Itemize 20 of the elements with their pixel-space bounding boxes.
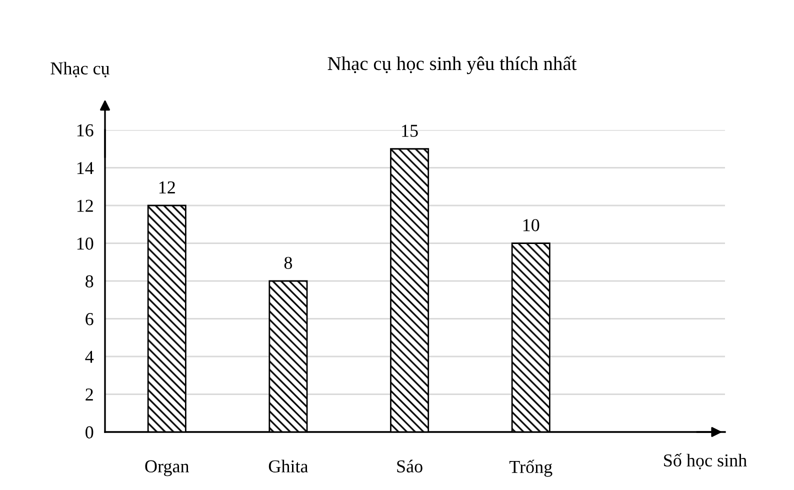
data-label: 10 — [523, 219, 540, 232]
y-tick-label: 6 — [86, 313, 94, 326]
y-tick-label: 0 — [86, 426, 94, 438]
x-tick-label: Organ — [145, 460, 190, 476]
x-tick-label: Ghita — [268, 460, 308, 472]
data-label: 12 — [159, 181, 175, 194]
y-tick-label: 10 — [77, 238, 94, 250]
y-tick-label: 14 — [77, 162, 94, 174]
y-tick-label: 16 — [77, 124, 94, 136]
y-tick-label: 8 — [86, 275, 94, 288]
y-tick-label: 4 — [85, 350, 94, 363]
x-tick-label: Trống — [509, 460, 552, 477]
y-tick-label: 2 — [86, 388, 93, 401]
data-label: 15 — [402, 124, 418, 137]
y-axis-title: Nhạc cụ — [50, 62, 110, 78]
chart-title: Nhạc cụ học sinh yêu thích nhất — [328, 56, 577, 74]
y-tick-label: 12 — [77, 200, 93, 212]
data-label: 8 — [284, 256, 292, 269]
x-tick-label: Sáo — [397, 460, 422, 472]
x-axis-title: Số học sinh — [664, 453, 747, 470]
